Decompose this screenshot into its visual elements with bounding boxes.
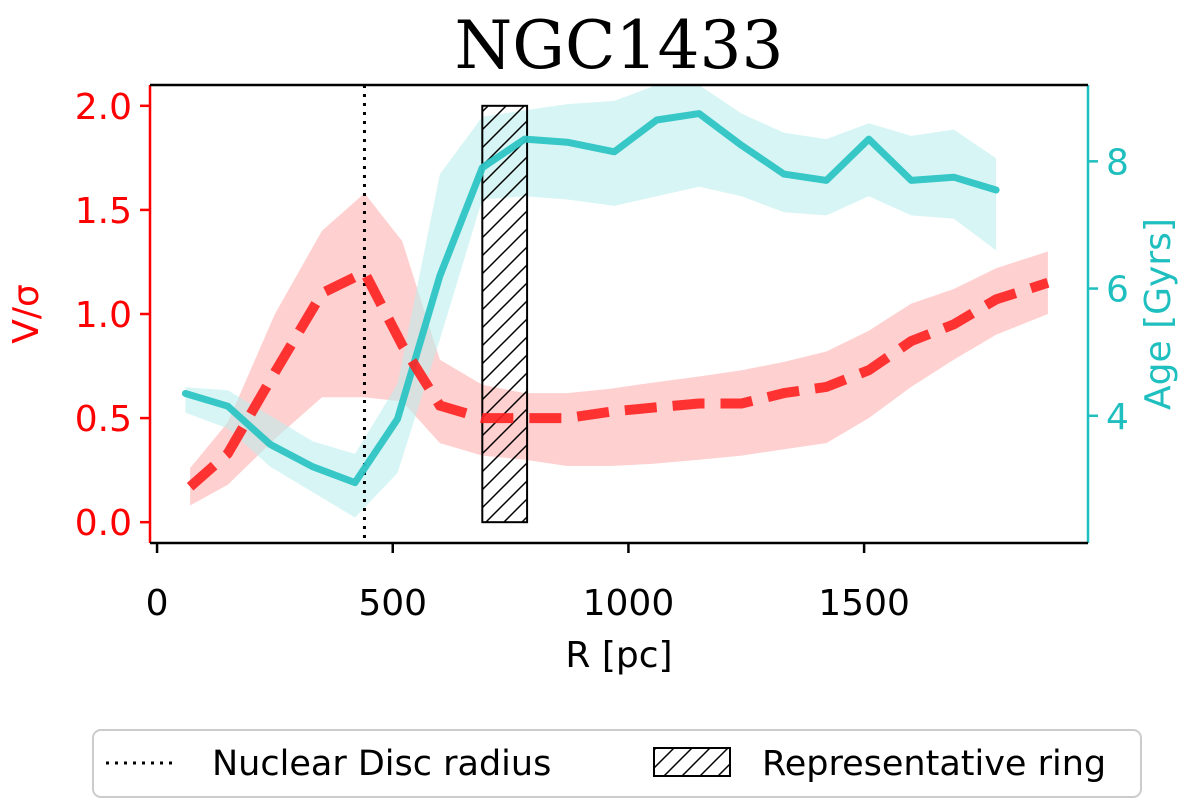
x-tick-label: 500 [358,583,427,624]
legend-nuclear-disc-label: Nuclear Disc radius [212,744,551,784]
x-tick-label: 1000 [583,583,675,624]
legend: Nuclear Disc radius Representative ring [92,729,1142,798]
right-y-tick-label: 4 [1106,397,1129,438]
right-y-tick-label: 8 [1106,142,1129,183]
left-y-tick-label: 0.0 [75,503,132,544]
age-confidence-band [185,85,997,518]
left-y-tick-label: 0.5 [75,399,132,440]
x-tick-label: 0 [146,583,169,624]
x-axis-label: R [pc] [565,635,672,676]
legend-ring-label: Representative ring [762,744,1106,784]
legend-frame [92,729,1142,798]
left-y-axis-ticks: 0.0 0.5 1.0 1.5 2.0 [75,87,150,544]
right-y-tick-label: 6 [1106,270,1129,311]
left-y-tick-label: 2.0 [75,87,132,128]
left-y-tick-label: 1.5 [75,191,132,232]
representative-ring-region [481,104,529,524]
age-series-line [181,110,1000,487]
legend-ring-marker [653,747,731,777]
right-y-axis-ticks: 4 6 8 [1088,142,1129,438]
vsigma-series-line [186,265,1050,491]
left-y-tick-label: 1.0 [75,295,132,336]
right-y-axis-label: Age [Gyrs] [1138,218,1179,410]
x-tick-label: 1500 [818,583,910,624]
chart-title: NGC1433 [455,7,784,84]
vsigma-confidence-band [190,193,1048,506]
x-axis-ticks: 0 500 1000 1500 [146,543,910,624]
plot-layers [181,85,1050,543]
left-y-axis-label: V/σ [6,284,47,344]
